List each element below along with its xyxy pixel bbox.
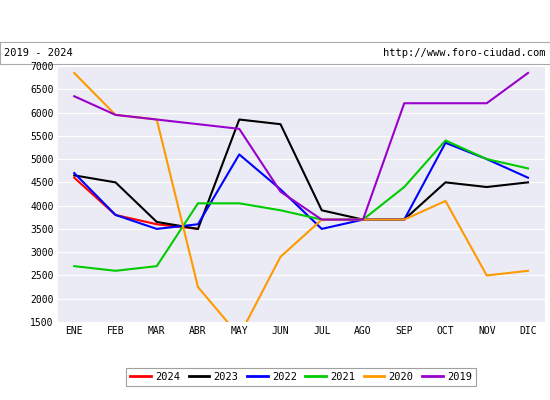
Text: Evolucion Nº Turistas Nacionales en el municipio de La Rinconada: Evolucion Nº Turistas Nacionales en el m… <box>19 14 531 28</box>
Text: 2019 - 2024: 2019 - 2024 <box>4 48 73 58</box>
Legend: 2024, 2023, 2022, 2021, 2020, 2019: 2024, 2023, 2022, 2021, 2020, 2019 <box>126 368 476 386</box>
Text: http://www.foro-ciudad.com: http://www.foro-ciudad.com <box>383 48 546 58</box>
